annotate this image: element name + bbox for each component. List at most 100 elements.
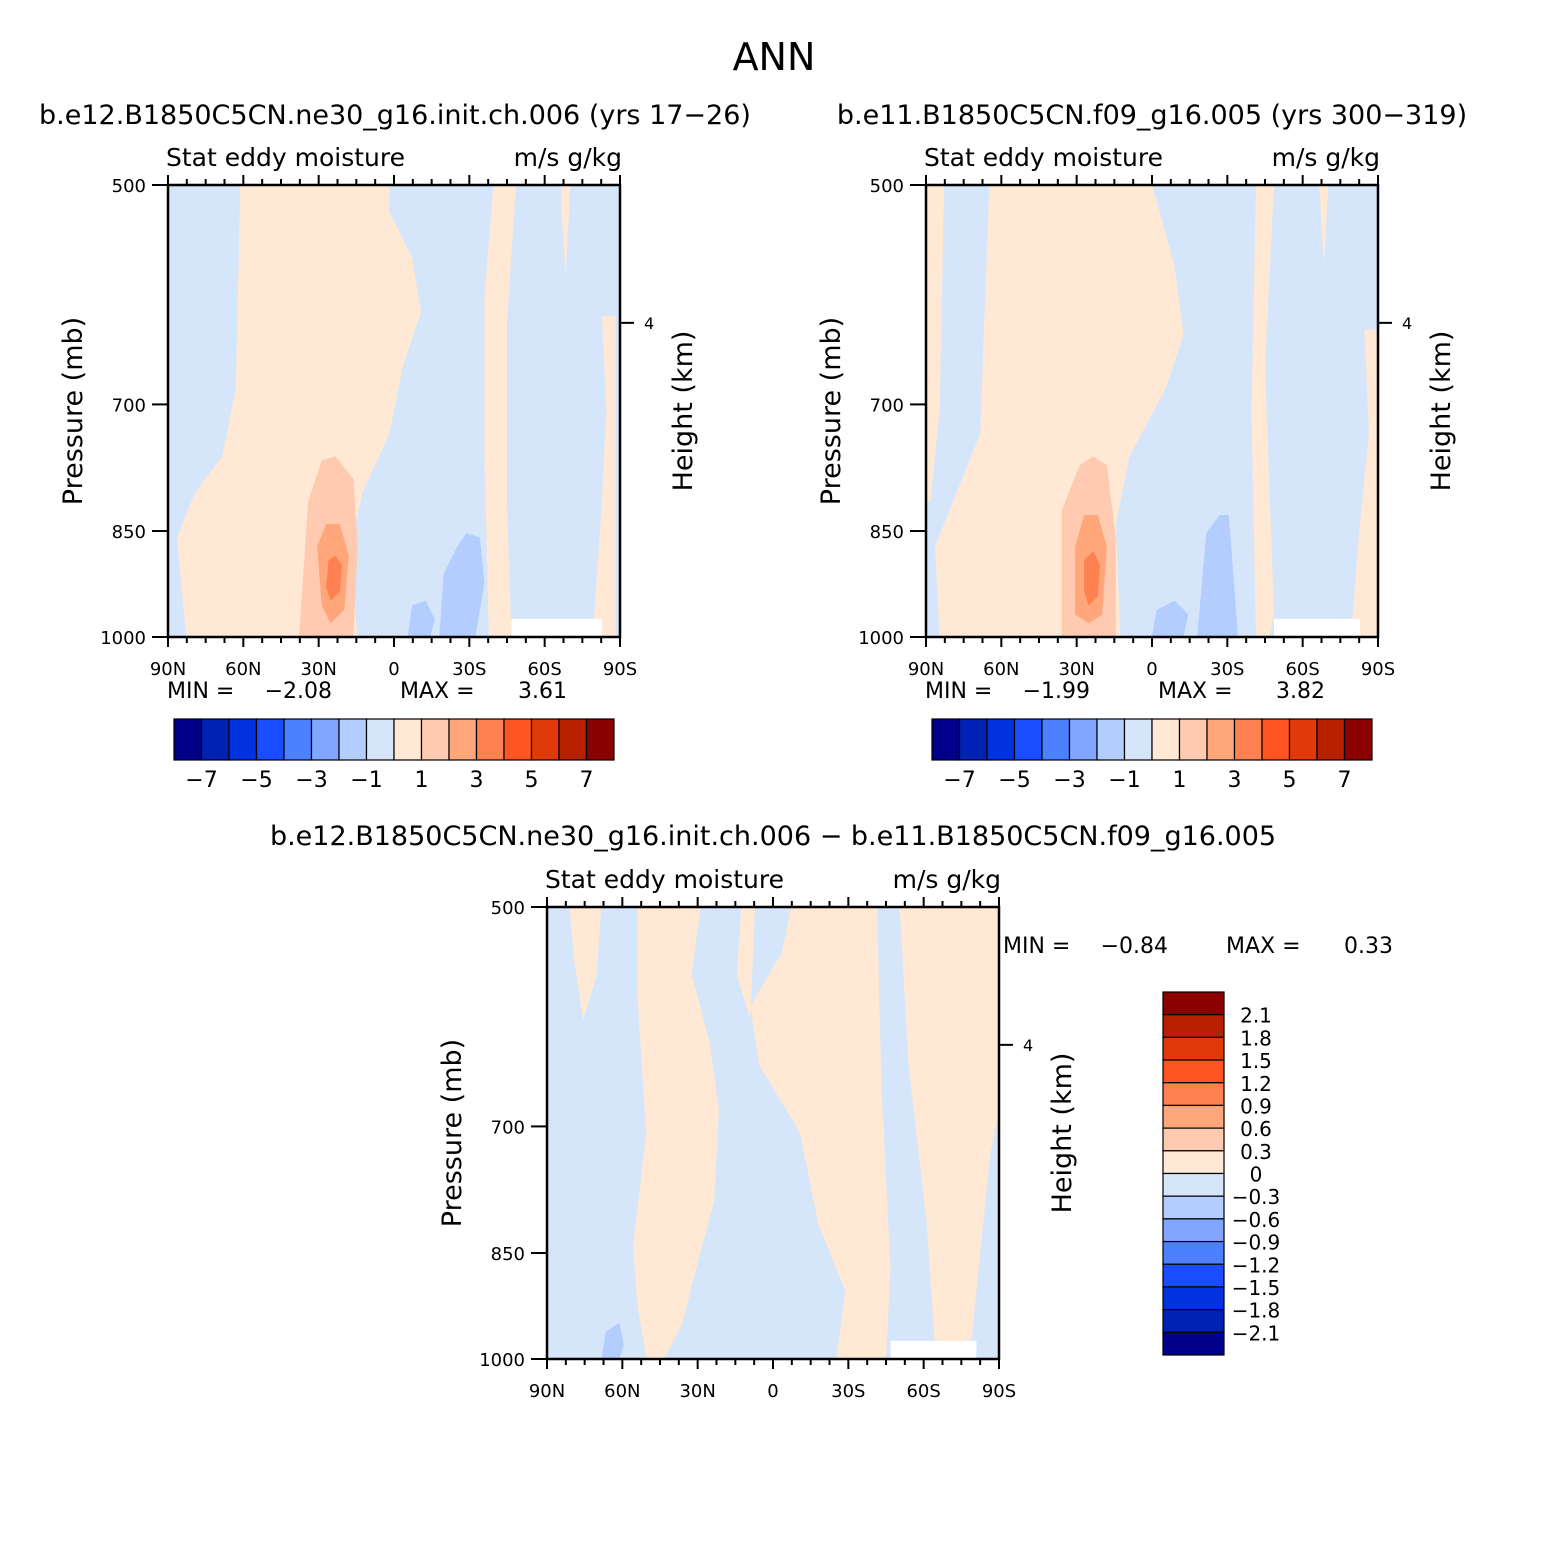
colorbar-label: 1 (415, 768, 429, 793)
y-tick-label: 1000 (100, 628, 146, 649)
colorbar-box (1206, 718, 1236, 761)
x-tick-label: 30N (679, 1381, 715, 1402)
colorbar-box (420, 718, 450, 761)
colorbar-box (1123, 718, 1153, 761)
colorbar-label: −3 (295, 768, 327, 793)
colorbar-box (1162, 1195, 1225, 1220)
colorbar-box (1162, 1331, 1225, 1356)
max-label: MAX = (400, 679, 475, 704)
colorbar-box (1096, 718, 1126, 761)
contour-region-1 (935, 185, 1184, 637)
colorbar-label: 5 (1283, 768, 1297, 793)
colorbar-label: 0.9 (1240, 1094, 1272, 1118)
y-tick-label: 700 (112, 395, 146, 416)
colorbar-box (200, 718, 230, 761)
colorbar-box (475, 718, 505, 761)
contour-region-8 (890, 1340, 977, 1359)
contour-region-6 (1197, 515, 1238, 637)
colorbar-label: −3 (1053, 768, 1085, 793)
colorbar-box (173, 718, 203, 761)
panel-title: b.e12.B1850C5CN.ne30_g16.init.ch.006 − b… (270, 821, 1276, 852)
contour-region-6 (407, 600, 435, 637)
x-tick-label: 60N (604, 1381, 640, 1402)
colorbar-box (448, 718, 478, 761)
colorbar-label: −2.1 (1232, 1321, 1281, 1345)
colorbar-box (310, 718, 340, 761)
contour-region-7 (1152, 600, 1189, 637)
colorbar-box (585, 718, 615, 761)
x-tick-label: 90N (529, 1381, 565, 1402)
x-tick-label: 30S (1210, 659, 1244, 680)
height-axis-label: Height (km) (668, 331, 699, 492)
colorbar-label: −0.6 (1232, 1208, 1281, 1232)
colorbar-label: −0.9 (1232, 1231, 1281, 1255)
contour-region-2 (926, 185, 945, 502)
colorbar-label: 5 (525, 768, 539, 793)
y-tick-label: 850 (870, 522, 904, 543)
colorbar-box (503, 718, 533, 761)
contour-region-5 (899, 907, 999, 1359)
colorbar-label: 2.1 (1240, 1004, 1272, 1028)
colorbar-box (1288, 718, 1318, 761)
min-label: MIN = (1003, 934, 1070, 959)
y-axis-label: Pressure (mb) (437, 1039, 468, 1227)
x-tick-label: 0 (767, 1381, 778, 1402)
colorbar-box (1162, 1286, 1225, 1311)
colorbar-box (958, 718, 988, 761)
colorbar-label: 0.6 (1240, 1117, 1272, 1141)
units-label: m/s g/kg (893, 865, 1001, 894)
colorbar-box (1343, 718, 1373, 761)
max-label: MAX = (1158, 679, 1233, 704)
contour-region-2 (484, 185, 516, 637)
colorbar-label: 1.2 (1240, 1072, 1272, 1096)
variable-label: Stat eddy moisture (924, 143, 1163, 172)
y-tick-label: 500 (112, 176, 146, 197)
contour-region-6 (601, 1322, 624, 1359)
y-tick-label: 500 (870, 176, 904, 197)
colorbar-label: −5 (998, 768, 1030, 793)
colorbar-label: −1.2 (1232, 1253, 1281, 1277)
contour-region-9 (326, 555, 342, 601)
y-tick-label: 700 (870, 395, 904, 416)
x-tick-label: 30S (452, 659, 486, 680)
colorbar-box (1261, 718, 1291, 761)
colorbar-box (1233, 718, 1263, 761)
colorbar-box (1041, 718, 1071, 761)
height-tick-label: 4 (644, 314, 654, 333)
colorbar-box (1162, 1172, 1225, 1197)
y-tick-label: 500 (491, 898, 525, 919)
y-tick-label: 1000 (479, 1350, 525, 1371)
colorbar-box (365, 718, 395, 761)
colorbar-label: 0 (1250, 1163, 1263, 1187)
x-tick-label: 90N (908, 659, 944, 680)
colorbar-label: −1.8 (1232, 1299, 1281, 1323)
colorbar-box (1162, 1309, 1225, 1333)
colorbar-box (1162, 1104, 1225, 1129)
colorbar-label: 1.5 (1240, 1049, 1272, 1073)
contour-region-3 (736, 907, 755, 1020)
min-value: −2.08 (265, 679, 332, 704)
colorbar-box (1162, 1240, 1225, 1265)
height-axis-label: Height (km) (1047, 1053, 1078, 1214)
colorbar-box (986, 718, 1016, 761)
min-label: MIN = (167, 679, 234, 704)
height-tick-label: 4 (1402, 314, 1412, 333)
x-tick-label: 30S (831, 1381, 865, 1402)
x-tick-label: 60N (983, 659, 1019, 680)
y-axis-label: Pressure (mb) (58, 317, 89, 505)
contour-region-3 (1251, 185, 1274, 637)
panel-title: b.e11.B1850C5CN.f09_g16.005 (yrs 300−319… (837, 100, 1467, 131)
panel-3: b.e12.B1850C5CN.ne30_g16.init.ch.006 − b… (270, 821, 1393, 1402)
colorbar-label: 3 (470, 768, 484, 793)
colorbar-box (1162, 1059, 1225, 1084)
colorbar-box (1316, 718, 1346, 761)
panel-1: b.e12.B1850C5CN.ne30_g16.init.ch.006 (yr… (39, 100, 751, 793)
colorbar-label: −1.5 (1232, 1276, 1281, 1300)
colorbar-label: −5 (240, 768, 272, 793)
x-tick-label: 60S (527, 659, 561, 680)
colorbar-label: −1 (1108, 768, 1140, 793)
x-tick-label: 0 (1146, 659, 1157, 680)
colorbar-box (1178, 718, 1208, 761)
colorbar-box (530, 718, 560, 761)
